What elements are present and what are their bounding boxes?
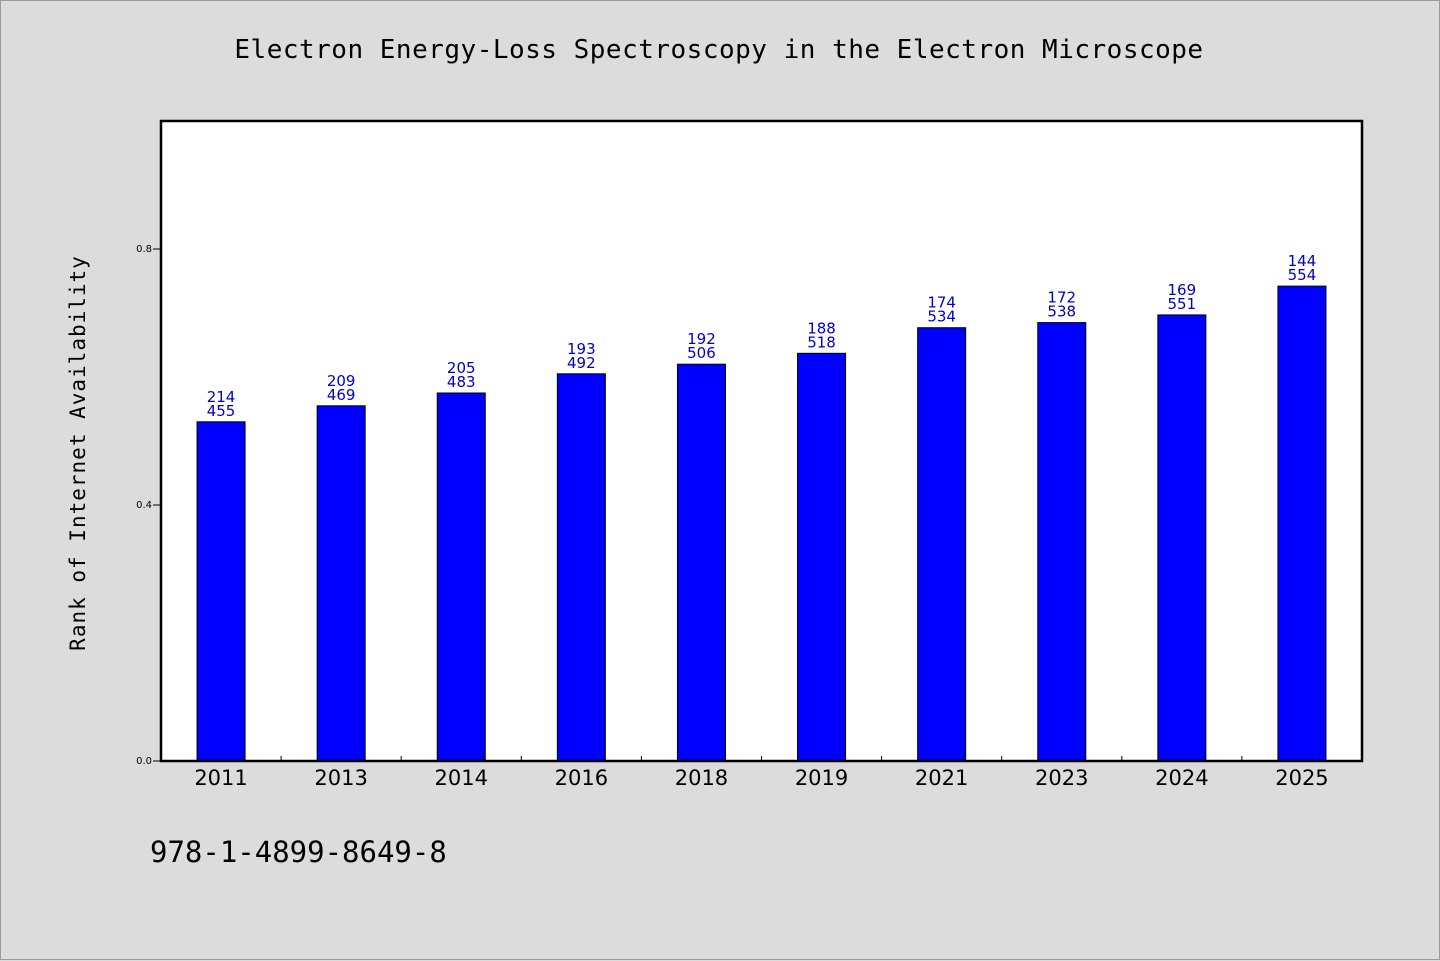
- bar-label-top-2023: 172: [1047, 289, 1076, 307]
- y-tick-label: 0.4: [136, 500, 152, 511]
- bar-label-top-2021: 174: [927, 294, 956, 312]
- bar-2024: [1157, 314, 1207, 762]
- x-tick-label-2021: 2021: [915, 766, 968, 790]
- isbn-text: 978-1-4899-8649-8: [150, 835, 447, 869]
- axes-group: 2011 2013 2014 2016 2018 2019 2021 2023 2024 2025…: [136, 119, 1364, 790]
- bar-2013: [316, 405, 366, 762]
- bar-label-bottom-2011: 455: [207, 402, 236, 420]
- chart-title: Electron Energy-Loss Spectroscopy in the…: [234, 35, 1204, 65]
- bar-2019: [797, 352, 847, 762]
- bar-label-bottom-2019: 518: [807, 333, 836, 351]
- bar-label-top-2018: 192: [687, 330, 716, 348]
- bar-label-top-2024: 169: [1168, 281, 1197, 299]
- bar-label-top-2016: 193: [567, 340, 596, 358]
- bar-2021: [917, 327, 967, 762]
- bar-label-top-2014: 205: [447, 359, 476, 377]
- bar-label-bottom-2014: 483: [447, 373, 476, 391]
- bar-label-bottom-2024: 551: [1168, 295, 1197, 313]
- bar-labels-group: 2144552094692054831934921925061885181745…: [207, 252, 1317, 420]
- bar-label-top-2013: 209: [327, 372, 356, 390]
- bar-label-top-2011: 214: [207, 388, 236, 406]
- x-tick-label-2013: 2013: [314, 766, 367, 790]
- bar-2023: [1037, 322, 1087, 762]
- bar-2018: [676, 363, 726, 762]
- y-tick-label: 0.8: [136, 244, 152, 255]
- x-tick-label-2014: 2014: [435, 766, 488, 790]
- x-tick-label-2023: 2023: [1035, 766, 1088, 790]
- bar-label-bottom-2013: 469: [327, 386, 356, 404]
- bar-2016: [556, 373, 606, 762]
- x-tick-label-2024: 2024: [1155, 766, 1208, 790]
- x-tick-label-2018: 2018: [675, 766, 728, 790]
- x-tick-label-2011: 2011: [194, 766, 247, 790]
- plot-border: [159, 119, 1364, 763]
- y-tick-label: 0.0: [136, 756, 152, 767]
- x-tick-label-2019: 2019: [795, 766, 848, 790]
- bars-group: [196, 285, 1327, 762]
- bar-2011: [196, 421, 246, 762]
- bar-label-bottom-2016: 492: [567, 354, 596, 372]
- bar-label-bottom-2023: 538: [1047, 303, 1076, 321]
- bar-label-top-2019: 188: [807, 319, 836, 337]
- x-tick-label-2025: 2025: [1275, 766, 1328, 790]
- bar-label-bottom-2018: 506: [687, 344, 716, 362]
- bar-label-top-2025: 144: [1288, 252, 1317, 270]
- bar-2014: [436, 392, 486, 762]
- bar-label-bottom-2025: 554: [1288, 266, 1317, 284]
- bar-label-bottom-2021: 534: [927, 308, 956, 326]
- x-tick-label-2016: 2016: [555, 766, 608, 790]
- bar-2025: [1277, 285, 1327, 762]
